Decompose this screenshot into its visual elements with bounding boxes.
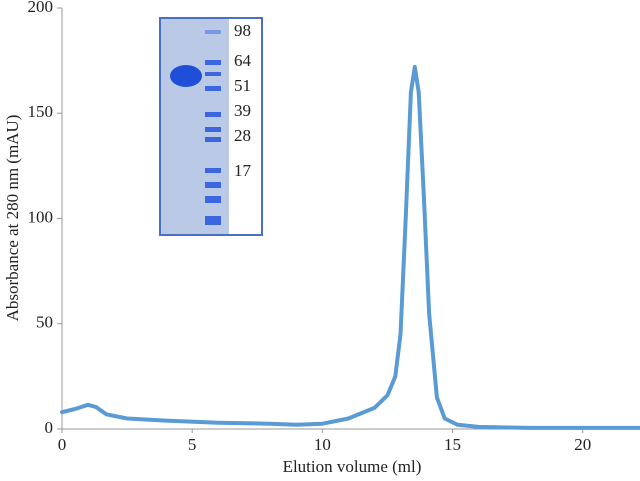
marker-bands [205,30,221,225]
gel-label-area [229,19,261,234]
y-tick-label: 150 [28,102,54,121]
y-axis-label: Absorbance at 280 nm (mAU) [3,115,22,322]
x-tick-label: 10 [314,435,331,454]
y-tick-label: 100 [28,207,54,226]
data-line [60,64,640,430]
x-axis-label: Elution volume (ml) [283,457,422,476]
gel-inset [159,17,263,236]
inset-marker-label: 64 [234,51,252,70]
inset-marker-label: 39 [234,101,251,120]
y-tick-label: 200 [28,0,54,16]
inset-marker-label: 51 [234,76,251,95]
x-tick-label: 0 [58,435,67,454]
inset-marker-label: 98 [234,21,251,40]
x-tick-label: 15 [444,435,461,454]
x-tick-label: 20 [574,435,591,454]
x-tick-label: 5 [188,435,197,454]
inset-marker-label: 17 [234,161,252,180]
inset-marker-label: 28 [234,126,251,145]
protein-band [170,65,202,87]
y-tick-label: 50 [36,313,53,332]
y-tick-label: 0 [45,418,54,437]
